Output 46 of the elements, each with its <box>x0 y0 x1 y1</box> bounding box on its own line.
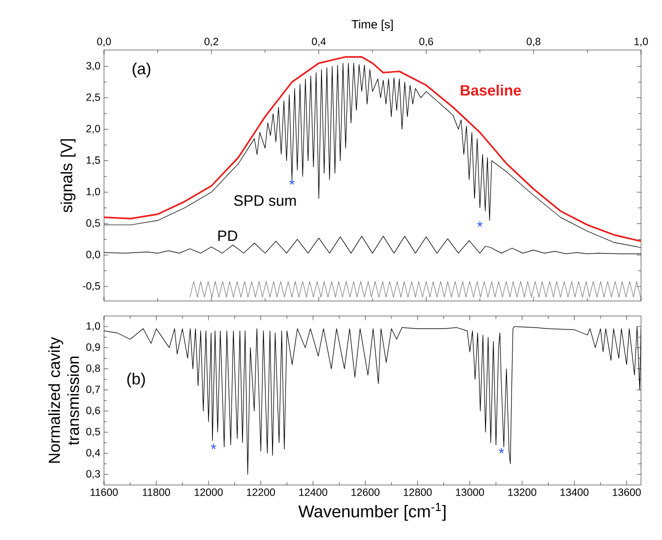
annotation: * <box>477 222 483 227</box>
y-tick-label: 2,0 <box>86 124 100 134</box>
annotation: * <box>289 179 295 185</box>
x-axis-title: Time [s] <box>352 20 393 31</box>
x-tick-label: 11800 <box>142 488 170 496</box>
series-label: Baseline <box>460 84 521 96</box>
y-tick-label: 0,7 <box>86 386 100 394</box>
y-tick-label: 3,0 <box>86 62 100 71</box>
x-tick-label: 0,6 <box>419 38 434 46</box>
y-axis-title: signals [V] <box>60 139 76 212</box>
y-tick-label: 0,8 <box>86 364 100 374</box>
annotation: * <box>498 448 504 454</box>
annotation: (b) <box>127 372 145 388</box>
series-label: SPD sum <box>234 195 296 206</box>
x-tick-label: 0,8 <box>526 38 540 46</box>
x-tick-label: 12000 <box>194 488 223 496</box>
y-axis-title: Normalized cavity transmission <box>48 336 80 463</box>
series-label: PD <box>218 230 238 241</box>
y-tick-label: 2,5 <box>86 93 100 102</box>
y-tick-label: 0,0 <box>86 250 100 260</box>
y-tick-label: 0,3 <box>86 470 100 479</box>
annotation: * <box>210 444 216 450</box>
x-tick-label: 12200 <box>246 488 275 496</box>
y-tick-label: 1,5 <box>86 156 100 165</box>
annotation: (a) <box>132 62 150 78</box>
x-tick-label: 0,0 <box>97 38 111 46</box>
y-tick-label: 1,0 <box>86 322 100 331</box>
x-tick-label: 0,2 <box>204 38 218 46</box>
x-tick-label: 13000 <box>456 488 484 496</box>
x-axis-title: Wavenumber [cm$^{-1}$] <box>298 502 446 521</box>
x-tick-label: 1,0 <box>634 38 648 46</box>
y-tick-label: 0,5 <box>86 428 100 437</box>
y-tick-label: 0,5 <box>86 219 100 228</box>
x-tick-label: 12600 <box>352 488 380 496</box>
x-tick-label: 13400 <box>560 488 589 496</box>
x-tick-label: 0,4 <box>312 38 326 46</box>
y-tick-label: 0,6 <box>86 406 100 416</box>
x-tick-label: 12800 <box>404 488 432 496</box>
x-tick-label: 13600 <box>612 488 641 496</box>
y-tick-label: -0,5 <box>82 282 100 291</box>
y-tick-label: 1,0 <box>86 188 100 196</box>
x-tick-label: 12400 <box>299 488 328 496</box>
x-tick-label: 13200 <box>508 488 536 496</box>
y-tick-label: 0,9 <box>86 343 100 352</box>
x-tick-label: 11600 <box>90 488 118 496</box>
y-tick-label: 0,4 <box>86 448 100 458</box>
